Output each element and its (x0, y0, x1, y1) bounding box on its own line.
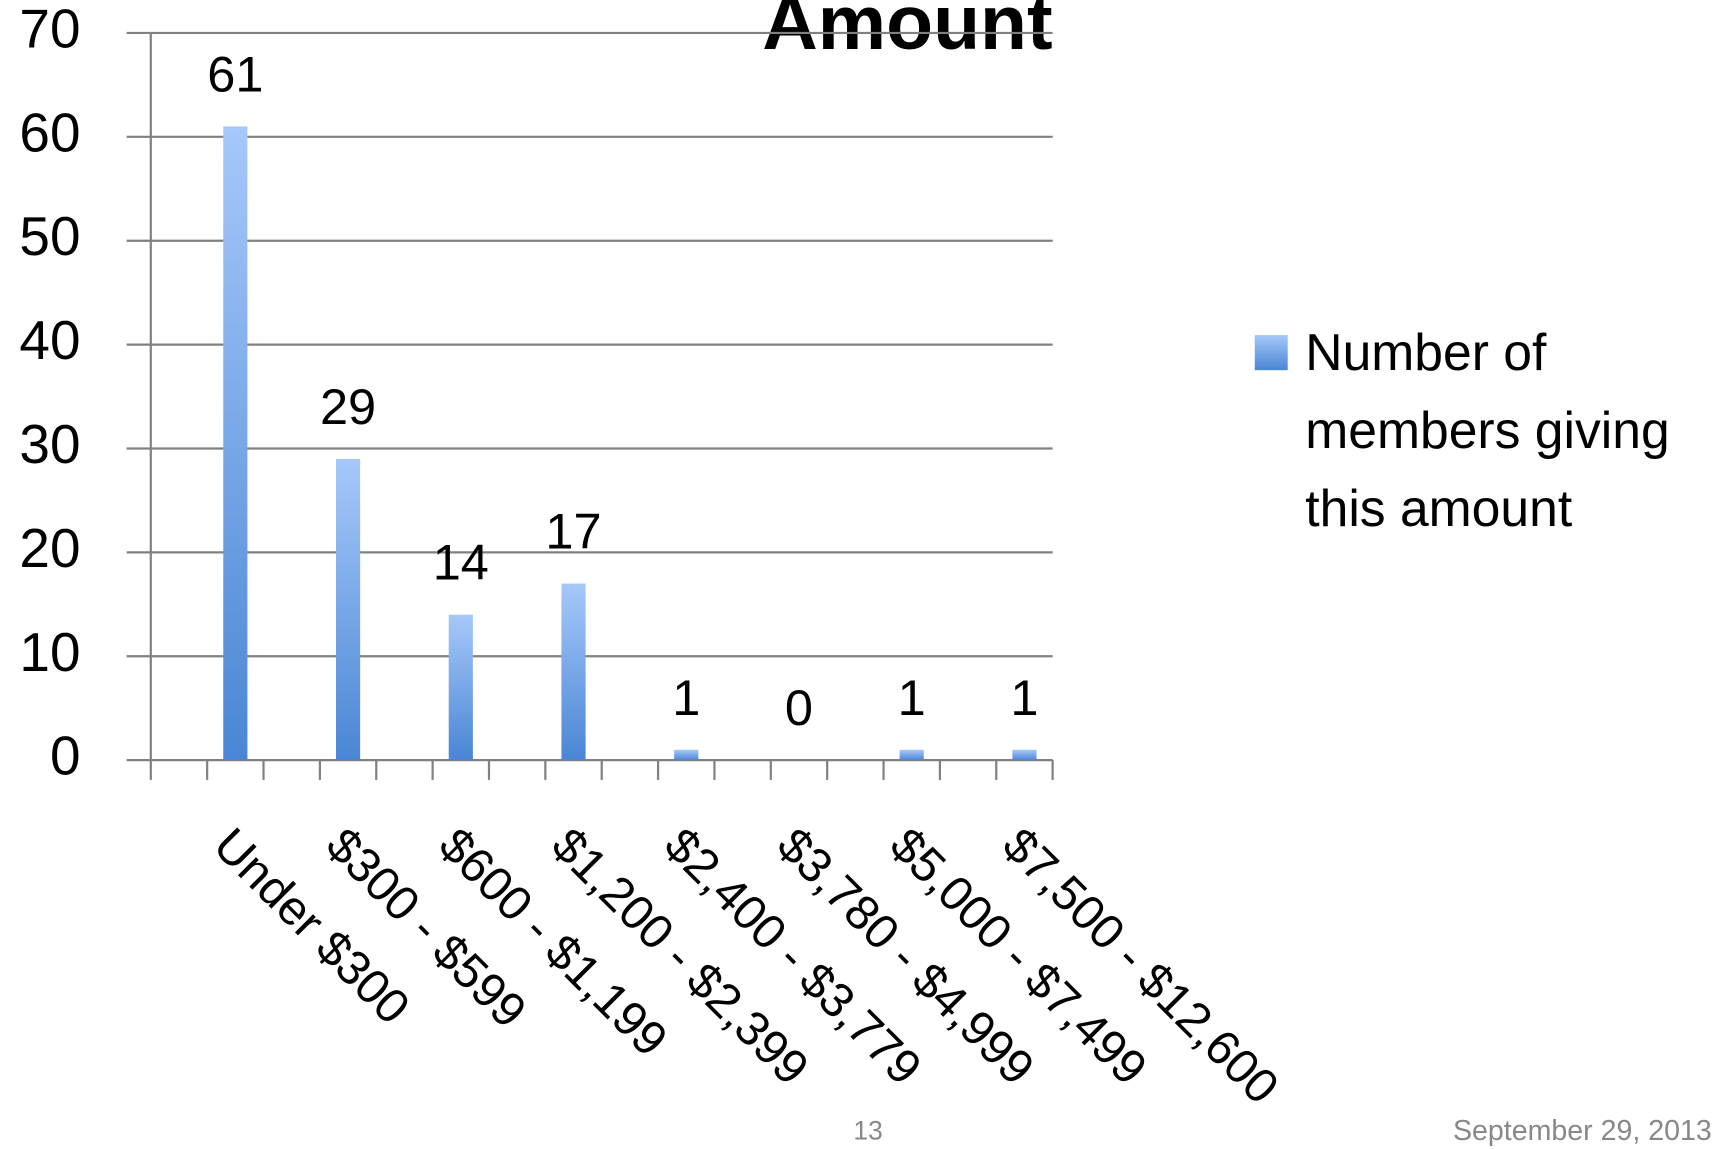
bar (899, 749, 924, 761)
legend-swatch (1254, 335, 1288, 371)
y-tick-label: 60 (19, 101, 80, 163)
y-tick-label: 0 (50, 725, 81, 787)
bar (448, 614, 473, 761)
bar (223, 126, 248, 761)
date: September 29, 2013 (1453, 1115, 1712, 1147)
y-tick-label: 10 (19, 621, 80, 683)
legend: Number of members giving this amount (1305, 322, 1670, 538)
y-tick-label: 50 (19, 205, 80, 267)
data-label: 1 (672, 669, 700, 726)
bar (335, 458, 361, 761)
legend-label: Number of members giving this amount (1305, 322, 1670, 538)
data-label: 61 (207, 45, 263, 102)
data-label: 1 (898, 669, 926, 726)
data-label: 17 (545, 503, 601, 560)
y-tick-label: 20 (19, 517, 80, 579)
page-number: 13 (853, 1115, 882, 1145)
data-label: 0 (785, 679, 813, 736)
data-label: 14 (433, 534, 489, 591)
data-label: 1 (1010, 669, 1038, 726)
bar (1012, 749, 1037, 761)
bar (674, 749, 699, 761)
y-tick-label: 70 (19, 0, 80, 59)
bar (561, 583, 586, 761)
y-tick-label: 40 (19, 309, 80, 371)
y-tick-label: 30 (19, 413, 80, 475)
data-label: 29 (320, 378, 376, 435)
